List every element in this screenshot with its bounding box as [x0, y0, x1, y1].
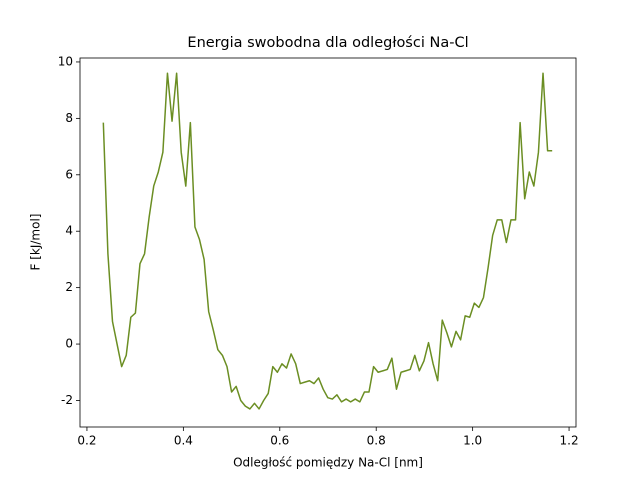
x-tick-label: 1.0	[463, 434, 482, 448]
x-tick-label: 0.6	[270, 434, 289, 448]
y-tick-label: 6	[65, 167, 73, 181]
y-tick-label: -2	[61, 393, 73, 407]
x-tick-label: 0.2	[77, 434, 96, 448]
data-line	[102, 72, 553, 410]
chart-title: Energia swobodna dla odległości Na-Cl	[187, 35, 468, 51]
x-axis-label: Odległość pomiędzy Na-Cl [nm]	[233, 456, 423, 470]
plot-frame	[79, 57, 577, 428]
x-tick-label: 0.8	[367, 434, 386, 448]
x-tick-label: 0.4	[174, 434, 193, 448]
y-tick-label: 8	[65, 111, 73, 125]
x-tick-label: 1.2	[560, 434, 579, 448]
y-tick-label: 0	[65, 337, 73, 351]
y-tick-label: 2	[65, 280, 73, 294]
y-tick-label: 4	[65, 224, 73, 238]
y-tick-label: 10	[58, 54, 73, 68]
y-axis-label: F [kJ/mol]	[29, 214, 43, 271]
